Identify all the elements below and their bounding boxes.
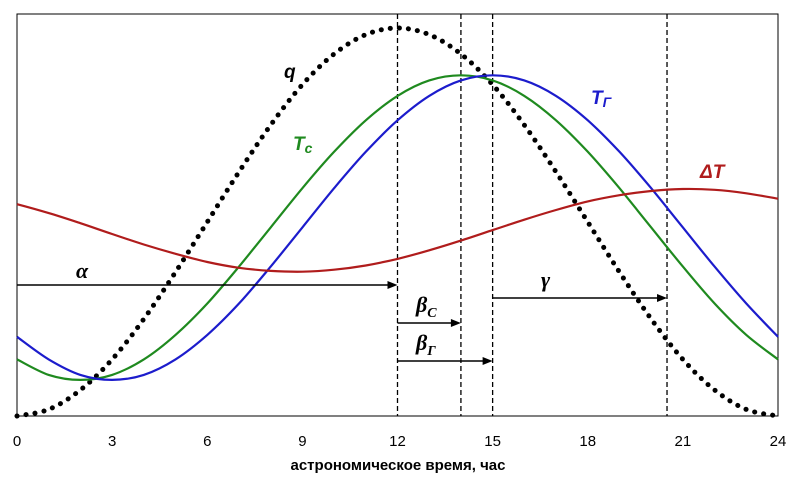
x-tick-label: 3 [108,433,116,450]
x-tick-label: 15 [484,433,501,450]
label-tg-main: T [591,88,604,109]
beta-c-label: βC [415,292,437,321]
arrow-head-1 [450,319,461,327]
x-axis-ticks: 0 3 6 9 12 15 18 21 24 [13,433,787,450]
arrow-head-0 [387,281,398,289]
label-tc-sub: с [305,140,313,156]
alpha-label: α [76,258,89,283]
curve-3 [16,187,779,273]
x-axis-label: астрономическое время, час [291,457,506,474]
label-tc: Tс [293,134,313,156]
x-tick-label: 12 [389,433,406,450]
beta-g-label: βГ [415,330,436,359]
beta-g-main: β [415,330,428,355]
x-tick-label: 6 [203,433,211,450]
x-tick-label: 0 [13,433,21,450]
label-tg-sub: Г [603,94,613,110]
gamma-label: γ [541,267,551,292]
arrow-head-2 [482,357,493,365]
curve-2 [16,74,779,382]
arrow-head-3 [657,294,668,302]
annotation-labels: α βC βГ γ [76,258,551,359]
label-tc-main: T [293,134,306,155]
curve-1 [16,74,779,382]
label-q: q [284,62,296,83]
curve-labels: q Tс TГ ΔT [284,62,726,183]
x-tick-label: 18 [579,433,596,450]
beta-c-sub: C [427,306,437,321]
x-tick-label: 21 [675,433,692,450]
curves [14,25,781,419]
x-tick-label: 24 [770,433,787,450]
interval-arrows [17,281,668,365]
x-tick-label: 9 [298,433,306,450]
beta-g-sub: Г [426,344,436,359]
beta-c-main: β [415,292,428,317]
label-tg: TГ [591,88,613,110]
curve-0 [14,25,781,419]
label-delta-t: ΔT [699,162,726,183]
